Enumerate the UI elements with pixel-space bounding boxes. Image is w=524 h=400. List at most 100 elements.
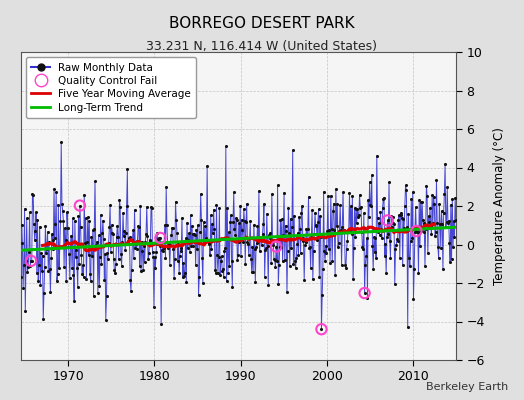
Point: [50, 186, 58, 192]
Point: [218, 268, 226, 274]
Point: [142, 230, 150, 237]
Point: [62, 278, 70, 284]
Point: [27, 258, 35, 264]
Point: [444, 220, 452, 226]
Point: [86, 270, 94, 277]
Point: [206, 212, 215, 219]
Point: [54, 202, 62, 208]
Point: [329, 208, 337, 214]
Point: [365, 179, 374, 185]
Point: [75, 202, 84, 209]
Point: [270, 257, 279, 263]
Point: [42, 250, 50, 256]
Point: [148, 205, 156, 212]
Point: [368, 243, 377, 249]
Point: [260, 274, 269, 280]
Point: [40, 290, 48, 296]
Point: [125, 234, 134, 241]
Point: [200, 239, 209, 246]
Point: [127, 267, 136, 273]
Point: [163, 240, 172, 246]
Point: [136, 203, 145, 209]
Point: [330, 226, 339, 233]
Point: [308, 207, 316, 214]
Point: [38, 268, 46, 274]
Point: [135, 224, 143, 230]
Point: [233, 216, 241, 223]
Point: [296, 226, 304, 232]
Point: [81, 240, 89, 246]
Point: [202, 236, 211, 243]
Point: [50, 235, 59, 241]
Point: [324, 246, 333, 252]
Point: [364, 197, 373, 204]
Point: [215, 205, 224, 211]
Point: [141, 239, 149, 245]
Point: [235, 220, 243, 227]
Point: [133, 246, 141, 252]
Point: [25, 249, 33, 256]
Point: [72, 247, 81, 254]
Point: [210, 206, 218, 213]
Point: [212, 202, 221, 208]
Point: [73, 284, 82, 291]
Point: [162, 222, 171, 228]
Point: [208, 221, 216, 228]
Point: [395, 212, 403, 218]
Point: [333, 201, 342, 207]
Point: [340, 228, 348, 235]
Point: [288, 224, 296, 230]
Point: [369, 266, 377, 272]
Point: [247, 268, 256, 275]
Point: [17, 222, 26, 228]
Point: [436, 221, 444, 227]
Point: [237, 216, 246, 223]
Point: [247, 255, 255, 262]
Point: [452, 216, 460, 223]
Point: [417, 228, 425, 234]
Point: [71, 254, 80, 261]
Point: [241, 260, 249, 267]
Point: [146, 238, 155, 244]
Point: [166, 262, 174, 268]
Point: [187, 243, 195, 249]
Point: [352, 206, 360, 212]
Point: [79, 274, 88, 280]
Point: [449, 244, 457, 250]
Point: [34, 217, 42, 223]
Y-axis label: Temperature Anomaly (°C): Temperature Anomaly (°C): [493, 127, 506, 285]
Point: [345, 190, 354, 196]
Point: [294, 252, 303, 258]
Point: [178, 214, 186, 221]
Point: [170, 274, 178, 281]
Point: [429, 194, 438, 200]
Point: [332, 222, 341, 229]
Point: [35, 262, 43, 268]
Point: [262, 245, 270, 252]
Point: [403, 224, 411, 230]
Point: [132, 240, 140, 247]
Point: [166, 242, 174, 248]
Point: [83, 239, 91, 246]
Point: [307, 232, 315, 238]
Point: [19, 262, 28, 268]
Point: [439, 266, 447, 273]
Point: [450, 218, 458, 224]
Point: [299, 238, 308, 244]
Point: [417, 198, 425, 205]
Point: [307, 264, 315, 271]
Point: [386, 238, 394, 244]
Point: [226, 219, 234, 226]
Point: [22, 258, 30, 264]
Point: [246, 218, 255, 224]
Point: [209, 230, 217, 236]
Point: [353, 206, 362, 212]
Point: [123, 166, 132, 173]
Point: [66, 274, 74, 281]
Point: [75, 202, 84, 209]
Point: [330, 200, 338, 207]
Point: [423, 250, 432, 256]
Point: [411, 229, 419, 236]
Point: [300, 276, 309, 283]
Point: [325, 227, 334, 233]
